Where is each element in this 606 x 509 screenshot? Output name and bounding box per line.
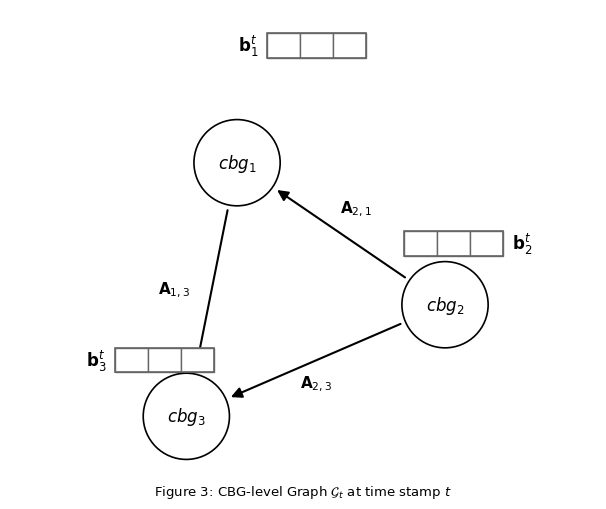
Bar xyxy=(267,34,301,59)
Bar xyxy=(115,348,148,373)
Bar xyxy=(404,232,504,256)
Text: $\mathbf{b}_3^t$: $\mathbf{b}_3^t$ xyxy=(85,348,106,373)
Bar xyxy=(148,348,181,373)
Text: $\mathbf{A}_{2,3}$: $\mathbf{A}_{2,3}$ xyxy=(299,374,331,393)
Bar xyxy=(470,232,504,256)
Text: $\mathbf{b}_1^t$: $\mathbf{b}_1^t$ xyxy=(238,34,258,59)
Bar xyxy=(301,34,333,59)
Bar xyxy=(404,232,438,256)
Circle shape xyxy=(143,374,230,460)
Bar xyxy=(333,34,367,59)
Bar xyxy=(115,348,215,373)
Circle shape xyxy=(402,262,488,348)
Bar xyxy=(181,348,215,373)
Text: $cbg_1$: $cbg_1$ xyxy=(218,152,256,175)
Text: $cbg_2$: $cbg_2$ xyxy=(426,294,464,316)
Text: $\mathbf{A}_{2,1}$: $\mathbf{A}_{2,1}$ xyxy=(341,200,372,218)
Text: $\mathbf{b}_2^t$: $\mathbf{b}_2^t$ xyxy=(513,232,533,257)
Bar xyxy=(267,34,367,59)
Text: $\mathbf{A}_{1,3}$: $\mathbf{A}_{1,3}$ xyxy=(158,280,190,300)
Text: $cbg_3$: $cbg_3$ xyxy=(167,406,205,428)
Bar xyxy=(438,232,470,256)
Circle shape xyxy=(194,120,280,207)
Text: Figure 3: CBG-level Graph $\mathcal{G}_t$ at time stamp $t$: Figure 3: CBG-level Graph $\mathcal{G}_t… xyxy=(154,483,452,500)
